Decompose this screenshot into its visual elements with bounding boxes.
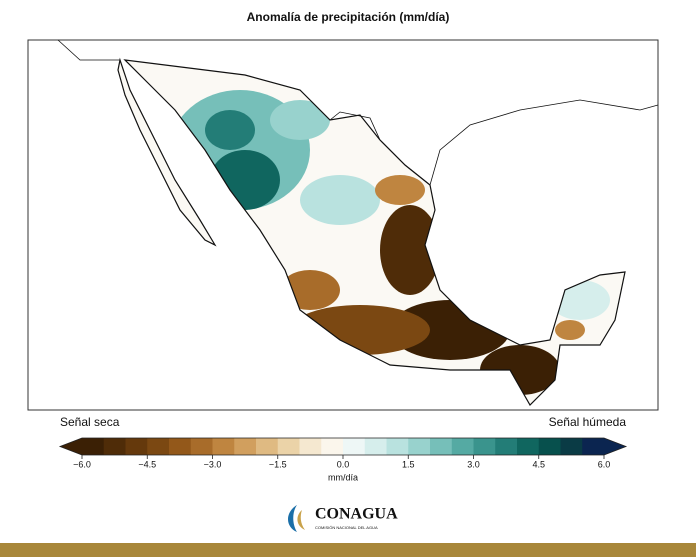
colorbar-tick-label: 6.0 <box>598 459 611 469</box>
colorbar-bin <box>277 438 300 455</box>
colorbar-tick-label: 0.0 <box>337 459 350 469</box>
colorbar-bin <box>147 438 170 455</box>
logo-subtitle: COMISIÓN NACIONAL DEL AGUA <box>315 525 378 530</box>
colorbar-bin <box>234 438 257 455</box>
colorbar-bin <box>299 438 322 455</box>
colorbar: −6.0 −4.5 −3.0 −1.5 0.0 1.5 3.0 4.5 6.0 <box>58 437 628 469</box>
colorbar-tick-label: −3.0 <box>204 459 222 469</box>
colorbar-bin <box>190 438 213 455</box>
colorbar-bin <box>517 438 540 455</box>
colorbar-bin <box>256 438 279 455</box>
colorbar-bin <box>212 438 235 455</box>
colorbar-bin <box>408 438 431 455</box>
footer-band <box>0 543 696 557</box>
dry-label: Señal seca <box>60 415 120 429</box>
title: Anomalía de precipitación (mm/día) <box>247 10 450 24</box>
colorbar-bin <box>364 438 387 455</box>
colorbar-bin <box>343 438 366 455</box>
colorbar-bin <box>560 438 583 455</box>
wet-label: Señal húmeda <box>549 415 627 429</box>
colorbar-tick-label: 3.0 <box>467 459 480 469</box>
colorbar-bin <box>430 438 453 455</box>
colorbar-bin <box>125 438 148 455</box>
colorbar-tick-label: −4.5 <box>138 459 156 469</box>
map <box>27 39 659 411</box>
colorbar-bin <box>82 438 105 455</box>
colorbar-bin <box>538 438 561 455</box>
colorbar-bin <box>451 438 474 455</box>
colorbar-bin <box>169 438 192 455</box>
colorbar-tick-label: −1.5 <box>269 459 287 469</box>
colorbar-bin <box>582 438 605 455</box>
colorbar-bin <box>495 438 518 455</box>
colorbar-tick-label: 4.5 <box>532 459 545 469</box>
colorbar-bin <box>321 438 344 455</box>
colorbar-extend-low <box>60 438 82 455</box>
colorbar-extend-high <box>604 438 626 455</box>
colorbar-unit: mm/día <box>328 472 358 482</box>
colorbar-tick-label: 1.5 <box>402 459 415 469</box>
colorbar-bin <box>473 438 496 455</box>
logo-name: CONAGUA <box>315 506 398 523</box>
colorbar-bin <box>103 438 126 455</box>
colorbar-bin <box>386 438 409 455</box>
colorbar-tick-label: −6.0 <box>73 459 91 469</box>
logo: CONAGUA COMISIÓN NACIONAL DEL AGUA <box>288 505 398 532</box>
